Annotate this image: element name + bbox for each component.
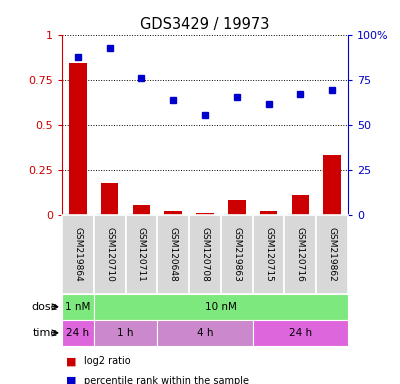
Bar (323, 155, 341, 215)
Bar (189, 215, 221, 294)
Text: ■: ■ (66, 376, 76, 384)
Bar (62, 320, 94, 346)
Title: GDS3429 / 19973: GDS3429 / 19973 (140, 17, 270, 32)
Bar (221, 215, 253, 294)
Bar (260, 212, 277, 215)
Bar (101, 182, 118, 215)
Text: dose: dose (32, 302, 58, 312)
Text: 24 h: 24 h (289, 328, 312, 338)
Bar (292, 195, 309, 215)
Text: 24 h: 24 h (66, 328, 90, 338)
Text: 10 nM: 10 nM (205, 302, 237, 312)
Bar (62, 294, 94, 320)
Text: 1 nM: 1 nM (65, 302, 90, 312)
Text: GSM120711: GSM120711 (137, 227, 146, 282)
Bar (284, 215, 316, 294)
Bar (228, 200, 246, 215)
Text: GSM120710: GSM120710 (105, 227, 114, 282)
Bar (164, 210, 182, 215)
Bar (316, 215, 348, 294)
Text: GSM120716: GSM120716 (296, 227, 305, 282)
Text: GSM120708: GSM120708 (200, 227, 210, 282)
Bar (69, 63, 87, 215)
Bar (253, 215, 284, 294)
Text: log2 ratio: log2 ratio (84, 356, 131, 366)
Text: GSM219863: GSM219863 (232, 227, 241, 282)
Text: percentile rank within the sample: percentile rank within the sample (84, 376, 249, 384)
Bar (133, 205, 150, 215)
Bar (157, 320, 253, 346)
Bar (94, 320, 157, 346)
Bar (157, 215, 189, 294)
Text: 1 h: 1 h (117, 328, 134, 338)
Text: GSM219864: GSM219864 (73, 227, 82, 282)
Bar (94, 215, 126, 294)
Text: GSM120715: GSM120715 (264, 227, 273, 282)
Bar (62, 215, 94, 294)
Text: GSM120648: GSM120648 (169, 227, 178, 282)
Text: time: time (33, 328, 58, 338)
Bar (196, 213, 214, 215)
Bar (253, 320, 348, 346)
Text: 4 h: 4 h (197, 328, 213, 338)
Text: ■: ■ (66, 356, 76, 366)
Bar (94, 294, 348, 320)
Bar (126, 215, 157, 294)
Text: GSM219862: GSM219862 (328, 227, 337, 282)
